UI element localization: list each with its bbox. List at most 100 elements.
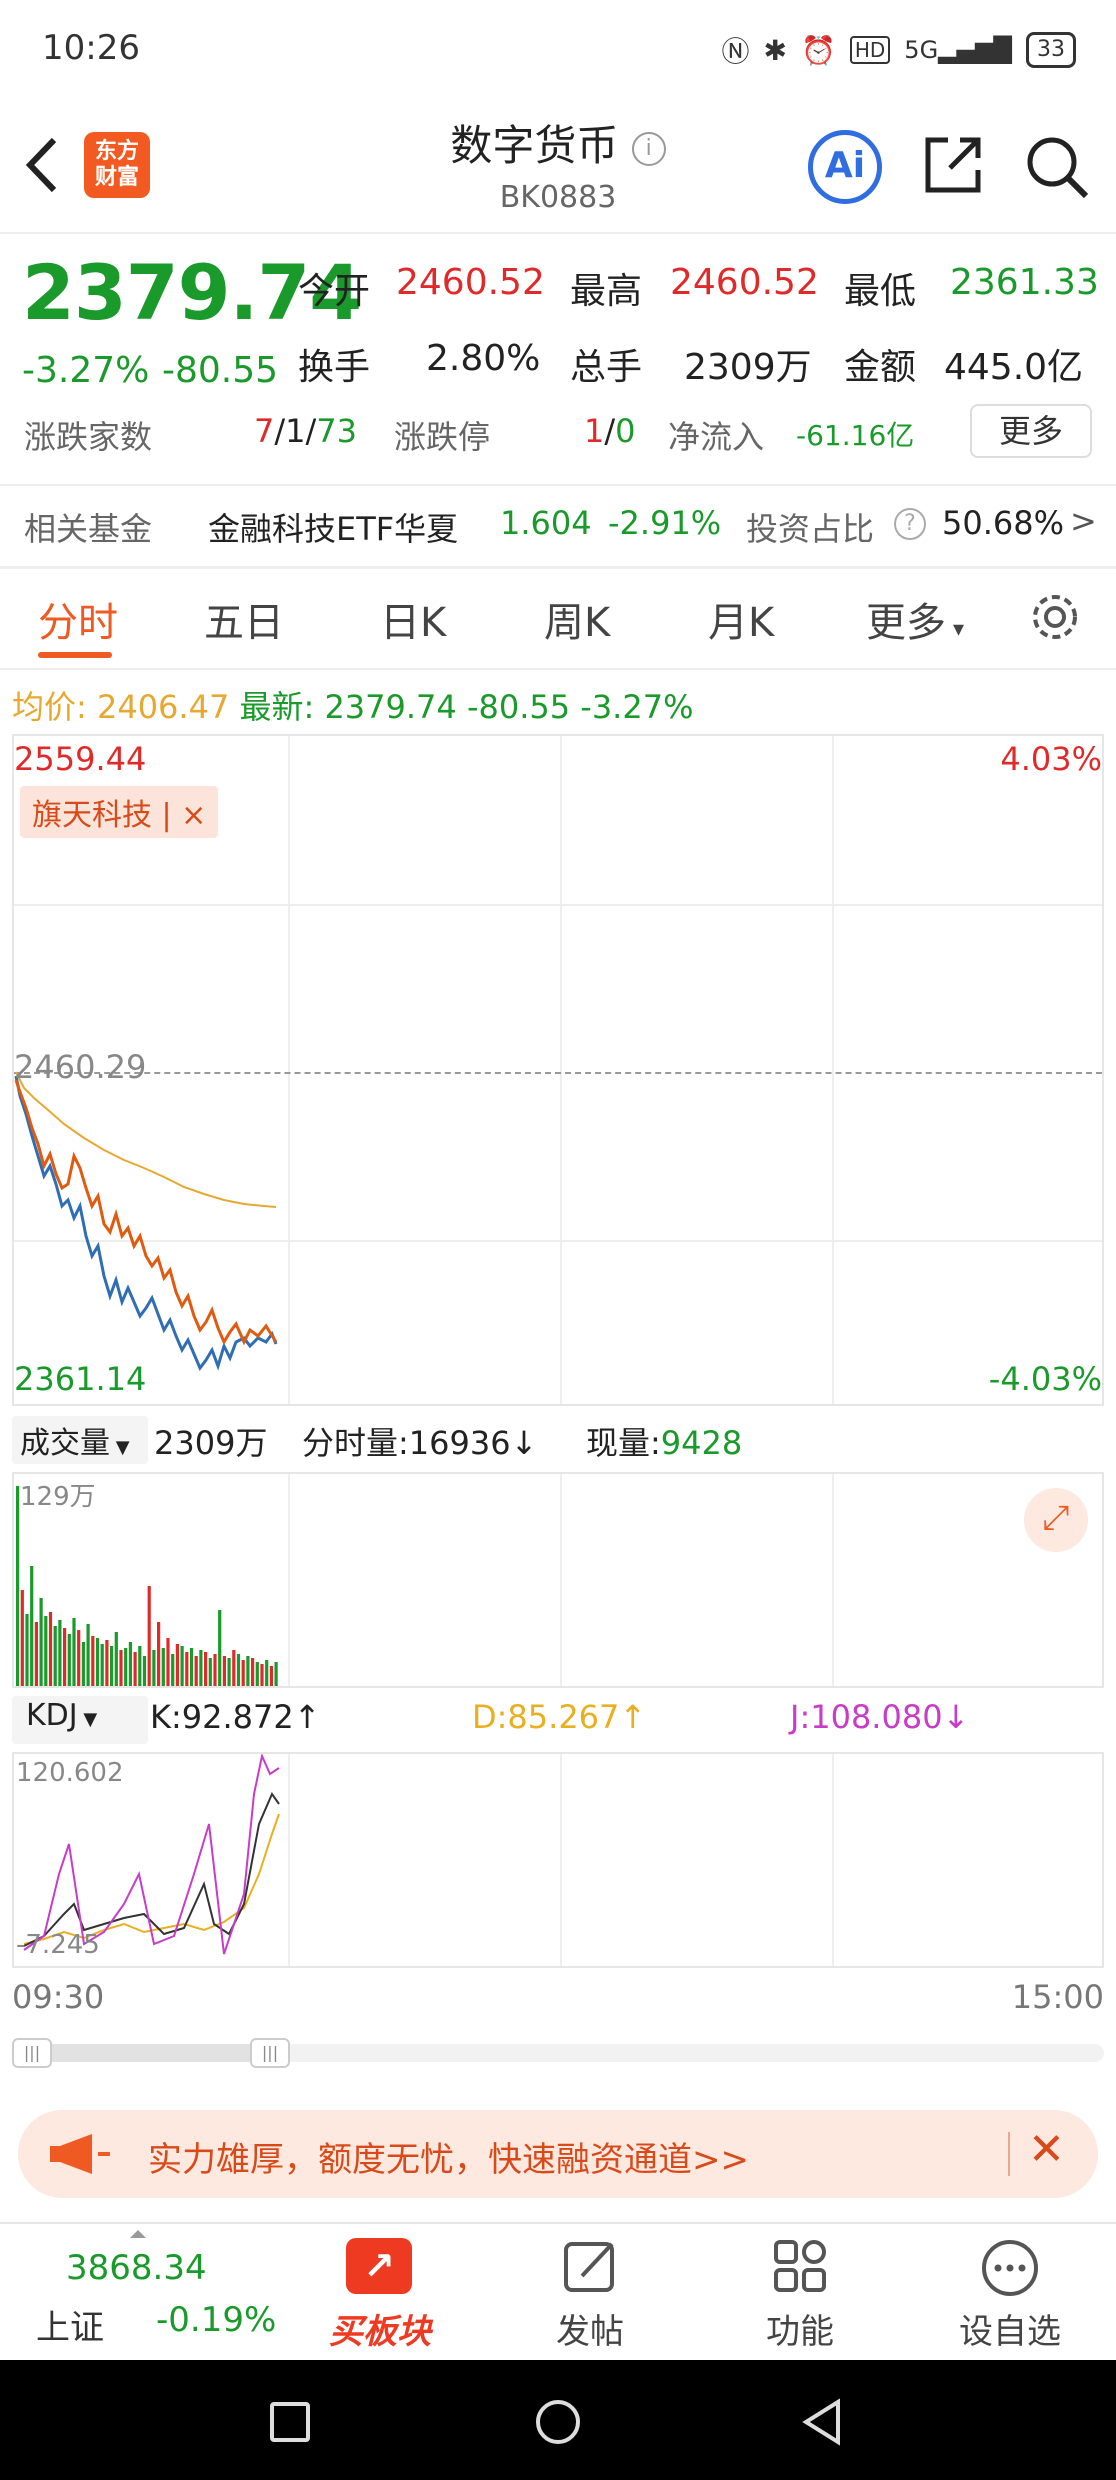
avg-value: 2406.47 <box>96 688 230 726</box>
share-button[interactable] <box>920 132 986 202</box>
bottom-nav: 3868.34 上证 -0.19% ↗ 买板块 发帖 功能 设自选 <box>0 2222 1116 2360</box>
ai-button[interactable]: Ai <box>808 130 882 204</box>
volume-bar <box>63 1628 67 1686</box>
volume-bar <box>227 1658 231 1686</box>
close-icon[interactable]: ✕ <box>1028 2124 1065 2175</box>
tab-monthly-k[interactable]: 月K <box>708 600 775 646</box>
current-volume: 现量:9428 <box>586 1424 743 1462</box>
more-circle-icon <box>982 2240 1038 2296</box>
promo-banner[interactable]: 实力雄厚，额度无忧，快速融资通道>> ✕ <box>18 2110 1098 2198</box>
nav-label: 发帖 <box>556 2312 624 2352</box>
recent-apps-button[interactable] <box>270 2402 310 2442</box>
more-button[interactable]: 更多 <box>970 404 1092 458</box>
expand-icon[interactable]: ⤢ <box>1024 1488 1088 1552</box>
nav-label: 买板块 <box>329 2312 431 2352</box>
open-value: 2460.52 <box>396 262 545 303</box>
tab-weekly-k[interactable]: 周K <box>544 600 611 646</box>
fund-pct: -2.91% <box>608 504 722 542</box>
amount-value: 445.0亿 <box>944 347 1084 388</box>
help-icon[interactable]: ? <box>894 508 926 540</box>
nav-functions[interactable]: 功能 <box>730 2224 870 2360</box>
volume-bar <box>194 1656 198 1686</box>
back-triangle-icon[interactable] <box>800 2398 844 2446</box>
volume-bar <box>105 1640 109 1686</box>
grid-icon <box>774 2240 826 2292</box>
orange-price-line <box>14 1079 278 1346</box>
volume-bar <box>269 1666 273 1686</box>
volume-selector[interactable]: 成交量 ▼ <box>12 1416 148 1464</box>
volume-bar <box>175 1644 179 1686</box>
tab-intraday[interactable]: 分时 <box>38 600 118 646</box>
volume-chart[interactable]: 129万 ⤢ <box>12 1472 1104 1688</box>
index-name: 上证 <box>36 2308 104 2348</box>
fund-label: 相关基金 <box>24 510 153 548</box>
volume-bar <box>157 1622 161 1686</box>
nav-label: 功能 <box>766 2312 834 2352</box>
indicator-selector[interactable]: KDJ ▼ <box>12 1696 148 1744</box>
volume-bar <box>222 1656 226 1686</box>
volume-bar <box>236 1654 241 1686</box>
turnover-label: 换手 <box>298 347 371 388</box>
nav-post[interactable]: 发帖 <box>520 2224 660 2360</box>
minute-volume: 分时量:16936↓ <box>302 1424 538 1462</box>
related-fund-row[interactable]: 相关基金 金融科技ETF华夏 1.604 -2.91% 投资占比 ? 50.68… <box>0 486 1116 566</box>
divider <box>0 668 1116 670</box>
volume-bar <box>100 1644 104 1686</box>
volume-bar <box>171 1654 175 1686</box>
page-title: 数字货币 i <box>0 112 1116 173</box>
back-button[interactable] <box>20 130 70 200</box>
nav-add-watchlist[interactable]: 设自选 <box>940 2224 1080 2360</box>
board-code: BK0883 <box>499 180 617 215</box>
info-icon[interactable]: i <box>631 131 666 166</box>
range-handle-left[interactable]: ||| <box>12 2038 52 2068</box>
volume-max-label: 129万 <box>20 1482 96 1512</box>
avg-price-line <box>15 1071 277 1208</box>
time-start: 09:30 <box>12 1978 105 2016</box>
range-handle-right[interactable]: ||| <box>250 2038 290 2068</box>
search-button[interactable] <box>1022 132 1092 206</box>
dropdown-icon: ▼ <box>110 1437 130 1458</box>
chart-bottom-price: 2361.14 <box>14 1360 147 1398</box>
volume-bar <box>119 1650 123 1686</box>
kdj-chart[interactable]: 120.602 -7.245 <box>12 1752 1104 1968</box>
volume-bar <box>189 1648 194 1686</box>
banner-divider <box>1008 2132 1010 2176</box>
divider <box>0 232 1116 234</box>
tab-daily-k[interactable]: 日K <box>380 600 447 646</box>
open-label: 今开 <box>298 271 371 312</box>
time-range-scrollbar[interactable]: ||| ||| <box>12 2038 1104 2068</box>
volume-bar <box>213 1654 217 1686</box>
volume-bar <box>199 1650 203 1686</box>
volume-bar <box>166 1638 170 1686</box>
nav-buy-sector[interactable]: ↗ 买板块 <box>310 2224 450 2360</box>
nav-label: 设自选 <box>959 2312 1061 2352</box>
volume-bar <box>48 1612 53 1686</box>
tab-more[interactable]: 更多 ▾ <box>866 600 965 646</box>
chart-bottom-pct: -4.03% <box>988 1360 1102 1398</box>
intraday-price-lines <box>14 1071 278 1371</box>
index-ticker[interactable]: 3868.34 上证 -0.19% <box>0 2224 290 2360</box>
stock-tag[interactable]: 旗天科技 | × <box>20 786 219 838</box>
kdj-j-line <box>23 1754 280 1955</box>
ratio-label: 投资占比 <box>746 510 875 548</box>
tab-five-day[interactable]: 五日 <box>204 600 284 646</box>
volume-bar <box>246 1656 250 1686</box>
scroll-range <box>12 2044 284 2062</box>
home-button[interactable] <box>536 2400 580 2444</box>
latest-value: 2379.74 <box>324 688 457 726</box>
change-pct: -3.27% <box>22 350 150 391</box>
kdj-k: K:92.872↑ <box>150 1698 321 1736</box>
price-chart[interactable]: 2559.44 4.03% 2460.29 2361.14 -4.03% 旗天科… <box>12 734 1104 1406</box>
settings-button[interactable] <box>1026 588 1084 650</box>
amount-label: 金额 <box>844 347 917 388</box>
nfc-icon: Ⓝ <box>721 35 750 68</box>
volume-bar <box>241 1660 245 1686</box>
turnover-value: 2.80% <box>426 338 541 379</box>
chart-top-pct: 4.03% <box>1000 740 1102 778</box>
volume-bar <box>16 1486 20 1686</box>
volume-bar <box>25 1614 29 1686</box>
volume-bar <box>58 1620 62 1686</box>
current-price: 2379.74 <box>22 248 362 337</box>
volume-total: 2309万 <box>154 1424 268 1462</box>
dropdown-icon: ▼ <box>77 1709 98 1730</box>
